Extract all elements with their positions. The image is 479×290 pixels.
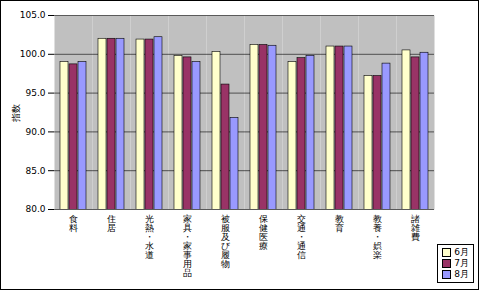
svg-text:食料: 食料 (69, 214, 78, 233)
svg-text:80.0: 80.0 (25, 204, 45, 214)
svg-text:教養・娯楽: 教養・娯楽 (373, 214, 382, 260)
svg-text:教育: 教育 (335, 214, 344, 233)
svg-text:住居: 住居 (107, 214, 116, 233)
html-text:7月: 7月 (454, 258, 469, 268)
svg-text:100.0: 100.0 (20, 49, 46, 59)
svg-text:指数: 指数 (11, 104, 21, 123)
svg-text:保健医療: 保健医療 (259, 214, 268, 251)
svg-text:90.0: 90.0 (25, 127, 45, 137)
svg-text:家具・家事用品: 家具・家事用品 (183, 214, 192, 278)
svg-text:光熱・水道: 光熱・水道 (145, 214, 154, 260)
svg-text:被服及び履物: 被服及び履物 (221, 214, 231, 269)
svg-text:95.0: 95.0 (25, 88, 45, 98)
svg-text:85.0: 85.0 (25, 166, 45, 176)
html-text:6月: 6月 (454, 247, 469, 257)
svg-text:105.0: 105.0 (20, 10, 46, 20)
svg-text:交通・通信: 交通・通信 (297, 214, 306, 260)
html-text:8月: 8月 (454, 269, 469, 279)
svg-text:諸雑費: 諸雑費 (411, 214, 420, 242)
